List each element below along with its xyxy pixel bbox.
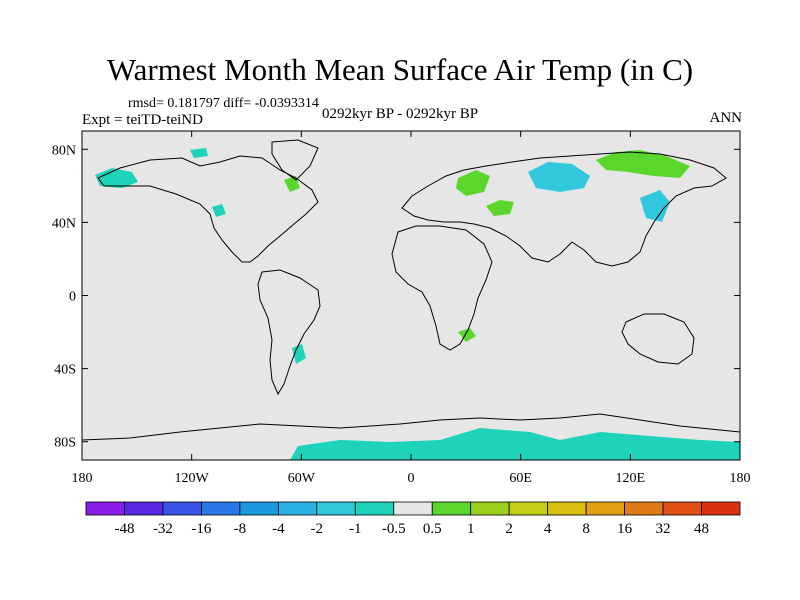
colorbar-label: -48 [114,521,134,537]
colorbar-swatch [547,501,587,516]
colorbar-label: 2 [505,521,513,537]
coast-south-america [257,269,321,396]
experiment-label: Expt = teiTD-teiND [82,112,203,128]
lon-label: 180 [72,471,93,486]
lat-axis-ticks [82,148,740,443]
colorbar-swatch [85,501,125,516]
anomaly-southern-africa [458,328,476,342]
colorbar-swatch [508,501,549,516]
colorbar-swatch [162,501,202,516]
colorbar-labels: -48 -32 -16 -8 -4 -2 -1 -0.5 0.5 1 2 4 8 16 32 48 [114,521,709,537]
anomaly-alaska [95,168,138,188]
lon-label: 60W [288,471,316,486]
colorbar-label: -32 [153,521,173,537]
anomaly-western-siberia [528,162,590,192]
lat-label: 0 [69,290,76,305]
lat-label: 40S [54,363,76,378]
coast-antarctica [81,413,741,441]
colorbar-swatch [624,501,664,516]
colorbar-label: -0.5 [382,521,406,537]
colorbar-swatch [585,501,625,516]
colorbar-swatch [124,501,164,516]
coast-africa [391,225,493,351]
anomaly-layer [95,148,740,460]
lon-label: 120W [175,471,210,486]
colorbar-label: -16 [191,521,211,537]
anomaly-northern-scandinavia [456,170,490,196]
colorbar-swatch [470,501,510,516]
colorbar-swatch [701,501,741,516]
colorbar-swatch [354,501,395,516]
colorbar-swatch [201,501,241,516]
colorbar-swatch [393,501,433,516]
colorbar-label: -8 [234,521,247,537]
colorbar-swatch [662,501,702,516]
lat-axis-labels: 80N 40N 0 40S 80S [52,143,76,450]
colorbar-label: 48 [694,521,709,537]
anomaly-central-siberia [596,150,690,178]
stats-text: rmsd= 0.181797 diff= -0.0393314 [128,96,319,111]
colorbar [85,501,741,516]
anomaly-manchuria [640,190,670,222]
colorbar-swatch [239,501,279,516]
colorbar-swatch [316,501,356,516]
anomaly-south-america [292,344,306,364]
anomaly-antarctica [290,428,740,460]
colorbar-label: -1 [349,521,362,537]
anomaly-caspian [486,200,514,216]
lat-label: 80S [54,436,76,451]
anomaly-western-north-america [212,204,226,217]
lon-axis-ticks [81,131,741,460]
period-label: 0292kyr BP - 0292kyr BP [322,106,479,122]
colorbar-label: 4 [544,521,552,537]
lat-label: 40N [52,216,76,231]
map-background [82,131,740,460]
lon-label: 60E [509,471,532,486]
coast-north-america [97,155,319,263]
colorbar-label: 16 [617,521,633,537]
season-label: ANN [709,110,743,126]
colorbar-label: 32 [656,521,671,537]
colorbar-label: -2 [311,521,324,537]
colorbar-swatch [431,501,472,516]
map-title: Warmest Month Mean Surface Air Temp (in … [106,52,694,87]
lon-label: 180 [730,471,751,486]
lon-label: 0 [408,471,415,486]
lon-axis-labels: 180 120W 60W 0 60E 120E 180 [72,471,751,486]
coast-europe-asia [401,151,727,267]
colorbar-label: -4 [272,521,285,537]
coastline-layer [81,139,741,441]
lat-label: 80N [52,143,76,158]
coast-greenland [271,139,319,181]
lon-label: 120E [616,471,646,486]
colorbar-label: 8 [582,521,590,537]
anomaly-greenland-coast [190,148,208,158]
colorbar-label: 1 [467,521,475,537]
coast-australia [621,313,695,365]
colorbar-label: 0.5 [423,521,442,537]
colorbar-swatch [277,501,318,516]
